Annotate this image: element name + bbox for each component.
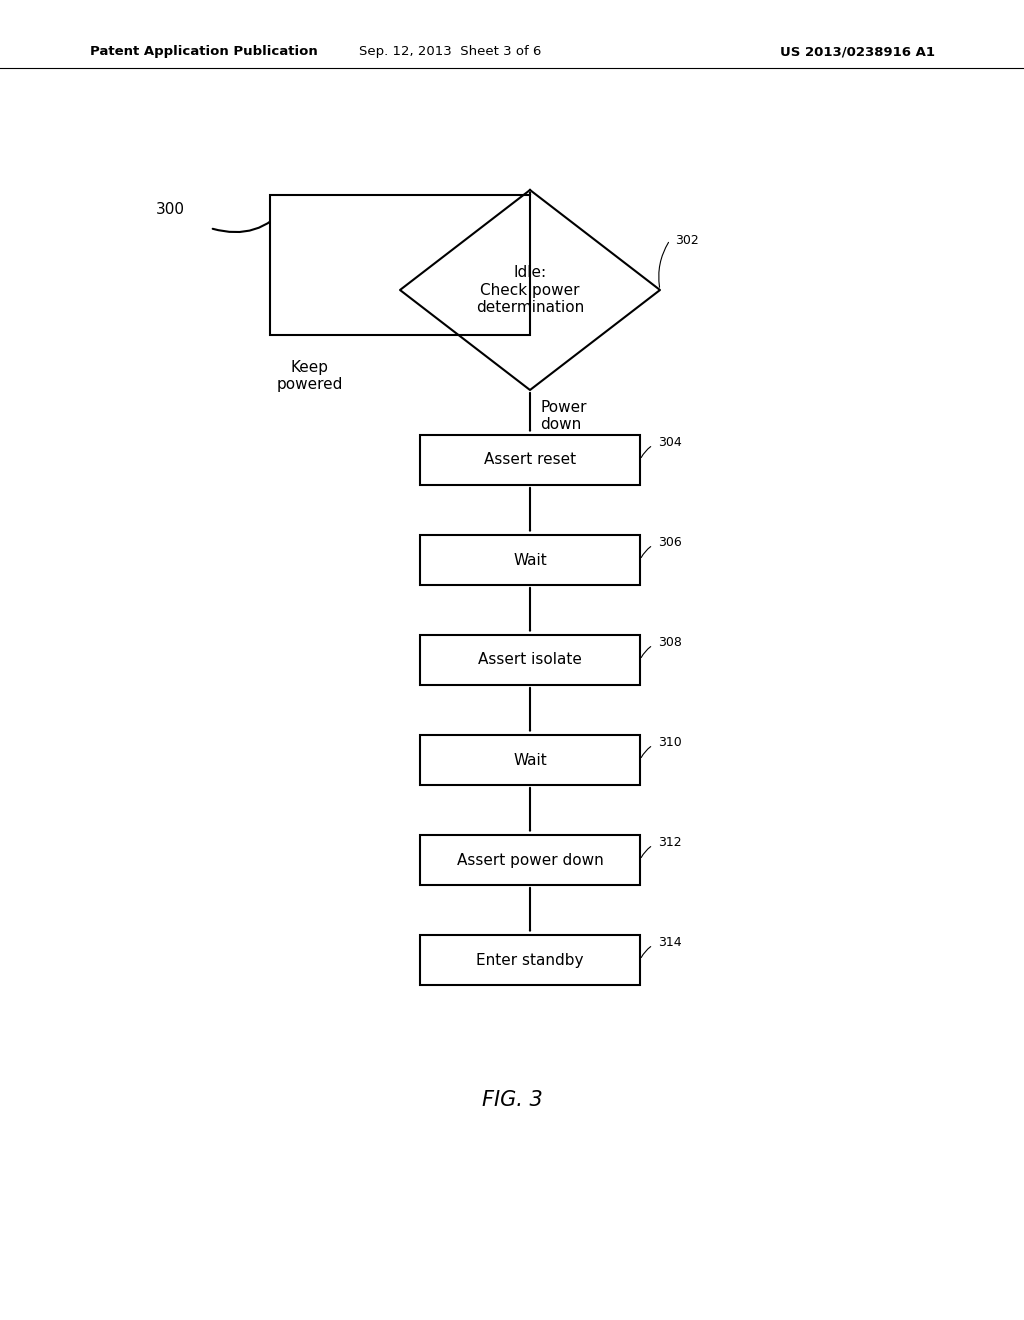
Text: Assert power down: Assert power down [457, 853, 603, 867]
FancyArrowPatch shape [641, 846, 650, 858]
Text: 310: 310 [658, 735, 682, 748]
Bar [270, 195, 530, 335]
Text: Patent Application Publication: Patent Application Publication [90, 45, 317, 58]
Text: 314: 314 [658, 936, 682, 949]
Bar [420, 735, 640, 785]
FancyArrowPatch shape [641, 747, 650, 758]
Text: 306: 306 [658, 536, 682, 549]
FancyArrowPatch shape [641, 446, 650, 458]
Bar [420, 935, 640, 985]
Text: Power
down: Power down [540, 400, 587, 433]
FancyArrowPatch shape [641, 647, 650, 657]
Text: US 2013/0238916 A1: US 2013/0238916 A1 [780, 45, 935, 58]
Text: Idle:
Check power
determination: Idle: Check power determination [476, 265, 584, 315]
Text: Assert isolate: Assert isolate [478, 652, 582, 668]
Text: Sep. 12, 2013  Sheet 3 of 6: Sep. 12, 2013 Sheet 3 of 6 [358, 45, 542, 58]
FancyArrowPatch shape [641, 946, 650, 957]
Text: Assert reset: Assert reset [484, 453, 577, 467]
Text: 302: 302 [675, 234, 698, 247]
Text: FIG. 3: FIG. 3 [481, 1090, 543, 1110]
Bar [420, 436, 640, 484]
Text: Wait: Wait [513, 752, 547, 767]
FancyArrowPatch shape [658, 243, 669, 288]
Text: 308: 308 [658, 635, 682, 648]
Text: Keep
powered: Keep powered [276, 360, 343, 392]
FancyArrowPatch shape [213, 206, 287, 232]
Text: 300: 300 [156, 202, 185, 218]
FancyArrowPatch shape [641, 546, 650, 557]
Bar [420, 535, 640, 585]
Text: 312: 312 [658, 836, 682, 849]
Bar [420, 836, 640, 884]
Bar [420, 635, 640, 685]
Text: Wait: Wait [513, 553, 547, 568]
Text: Enter standby: Enter standby [476, 953, 584, 968]
Text: 304: 304 [658, 436, 682, 449]
